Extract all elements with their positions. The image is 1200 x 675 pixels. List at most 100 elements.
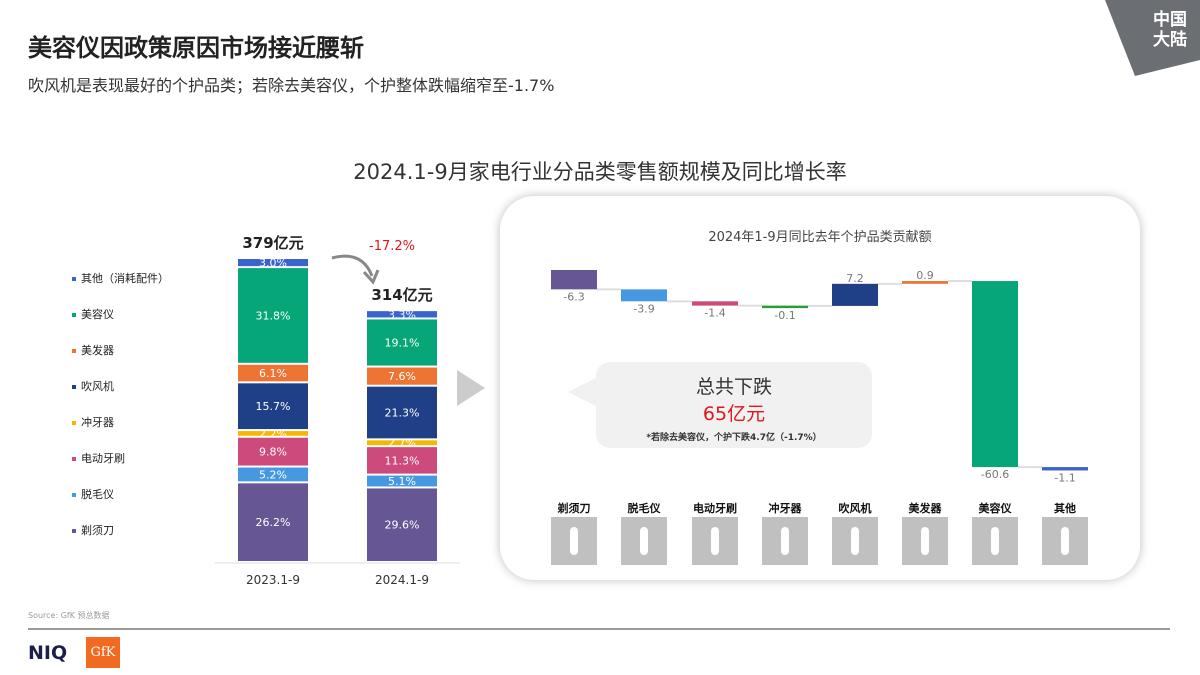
- waterfall-bar: [551, 270, 597, 290]
- legend-label: 吹风机: [81, 380, 114, 393]
- waterfall-value-label: -1.4: [704, 307, 725, 320]
- callout-bubble: 总共下跌 65亿元 *若除去美容仪，个护下跌4.7亿（-1.7%）: [568, 362, 872, 448]
- beauty-device-icon: [972, 517, 1018, 565]
- waterfall-value-label: -6.3: [563, 290, 584, 303]
- footer-divider: [28, 628, 1170, 630]
- stacked-bar-segment: [238, 364, 308, 382]
- growth-arrow-icon: [331, 254, 374, 277]
- segment-label: 6.1%: [259, 367, 287, 380]
- x-tick-label: 2023.1-9: [246, 573, 300, 587]
- legend-item: 美容仪: [72, 306, 114, 322]
- legend-marker: [72, 493, 76, 497]
- waterfall-value-label: -60.6: [981, 468, 1009, 481]
- legend-label: 美发器: [81, 344, 114, 357]
- stacked-bar-segment: [238, 467, 308, 482]
- legend-item: 其他（消耗配件）: [72, 270, 169, 286]
- segment-label: 31.8%: [256, 309, 291, 322]
- electric-toothbrush-icon: [692, 517, 738, 565]
- callout-amount: 65亿元: [702, 403, 766, 425]
- source-note: Source: GfK 预总数据: [28, 611, 110, 620]
- water-flosser-icon: [762, 517, 808, 565]
- waterfall-bar: [621, 289, 667, 302]
- icon-label: 冲牙器: [768, 502, 802, 515]
- segment-label: 7.6%: [388, 370, 416, 383]
- waterfall-bar: [972, 281, 1018, 468]
- legend-label: 冲牙器: [81, 416, 114, 429]
- gfk-logo: GfK: [86, 637, 120, 668]
- stacked-bar-segment: [367, 367, 437, 385]
- segment-label: 15.7%: [256, 400, 291, 413]
- segment-label: 3.0%: [259, 257, 287, 270]
- segment-label: 3.3%: [388, 308, 416, 321]
- legend-label: 脱毛仪: [81, 488, 114, 501]
- legend-marker: [72, 457, 76, 461]
- play-arrow-icon: [457, 370, 485, 406]
- waterfall-value-label: -0.1: [774, 309, 795, 322]
- legend-item: 吹风机: [72, 378, 114, 394]
- hair-straightener-icon: [902, 517, 948, 565]
- legend-marker: [72, 277, 76, 281]
- waterfall-bar: [832, 283, 878, 306]
- stacked-bar-segment: [238, 268, 308, 363]
- hair-dryer-icon: [832, 517, 878, 565]
- icon-label: 吹风机: [838, 502, 872, 515]
- legend-marker: [72, 421, 76, 425]
- page-subtitle: 吹风机是表现最好的个护品类；若除去美容仪，个护整体跌幅缩窄至-1.7%: [28, 76, 555, 95]
- waterfall-value-label: 7.2: [846, 272, 864, 285]
- icon-label: 其他: [1054, 502, 1076, 515]
- legend-label: 其他（消耗配件）: [81, 272, 169, 285]
- waterfall-bar: [1042, 467, 1088, 471]
- waterfall-title: 2024年1-9月同比去年个护品类贡献额: [708, 230, 932, 245]
- segment-label: 26.2%: [256, 516, 291, 529]
- x-tick-label: 2024.1-9: [375, 573, 429, 587]
- stacked-bar-segment: [367, 488, 437, 561]
- other-accessory-icon: [1042, 517, 1088, 565]
- segment-label: 9.8%: [259, 446, 287, 459]
- legend-marker: [72, 385, 76, 389]
- stacked-bar-segment: [367, 440, 437, 446]
- stacked-bar-segment: [367, 311, 437, 318]
- legend-label: 电动牙刷: [81, 452, 125, 465]
- stacked-bar-segment: [238, 437, 308, 466]
- legend-label: 剃须刀: [81, 524, 114, 537]
- stacked-bar-segment: [367, 447, 437, 474]
- segment-label: 5.2%: [259, 468, 287, 481]
- region-tag: 中国大陆: [1153, 10, 1187, 50]
- legend-item: 脱毛仪: [72, 486, 114, 502]
- segment-label: 29.6%: [385, 519, 420, 532]
- niq-logo: NIQ: [28, 642, 68, 664]
- callout-heading: 总共下跌: [695, 376, 772, 398]
- legend-marker: [72, 529, 76, 533]
- stacked-bar-segment: [238, 431, 308, 436]
- legend-item: 电动牙刷: [72, 450, 125, 466]
- legend-label: 美容仪: [81, 308, 114, 321]
- segment-label: 21.3%: [385, 407, 420, 420]
- shaver-icon: [551, 517, 597, 565]
- waterfall-bar: [902, 281, 948, 284]
- stacked-bar-segment: [367, 475, 437, 487]
- segment-label: 5.1%: [388, 475, 416, 488]
- chart-title: 2024.1-9月家电行业分品类零售额规模及同比增长率: [353, 160, 847, 184]
- page-title: 美容仪因政策原因市场接近腰斩: [28, 34, 364, 62]
- legend-item: 剃须刀: [72, 522, 114, 538]
- segment-label: 11.3%: [385, 454, 420, 467]
- bar-total-label: 379亿元: [242, 234, 303, 252]
- waterfall-value-label: -1.1: [1054, 471, 1075, 484]
- growth-label: -17.2%: [369, 239, 415, 254]
- epilator-icon: [621, 517, 667, 565]
- icon-label: 电动牙刷: [693, 502, 737, 515]
- stacked-bar-segment: [238, 483, 308, 561]
- legend-marker: [72, 313, 76, 317]
- icon-label: 剃须刀: [557, 502, 591, 515]
- legend-item: 冲牙器: [72, 414, 114, 430]
- callout-note: *若除去美容仪，个护下跌4.7亿（-1.7%）: [646, 433, 822, 443]
- growth-arrow-head-icon: [362, 269, 380, 285]
- icon-label: 脱毛仪: [627, 502, 661, 515]
- region-tag-shape: [1105, 0, 1200, 76]
- segment-label: 2.2%: [259, 427, 287, 440]
- legend-item: 美发器: [72, 342, 114, 358]
- icon-label: 美容仪: [978, 502, 1012, 515]
- segment-label: 2.7%: [388, 437, 416, 450]
- stacked-bar-segment: [238, 259, 308, 267]
